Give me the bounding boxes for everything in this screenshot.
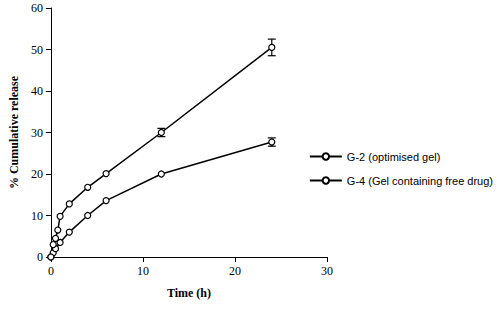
svg-text:40: 40: [31, 84, 43, 98]
svg-text:Time (h): Time (h): [167, 286, 211, 300]
svg-text:30: 30: [321, 264, 333, 278]
svg-text:0: 0: [37, 250, 43, 264]
svg-text:G-2 (optimised gel): G-2 (optimised gel): [347, 151, 441, 163]
svg-text:50: 50: [31, 43, 43, 57]
svg-text:20: 20: [229, 264, 241, 278]
svg-text:30: 30: [31, 126, 43, 140]
svg-text:60: 60: [31, 1, 43, 15]
svg-text:0: 0: [48, 264, 54, 278]
svg-text:10: 10: [31, 209, 43, 223]
svg-text:20: 20: [31, 167, 43, 181]
svg-text:G-4 (Gel containing free drug): G-4 (Gel containing free drug): [347, 175, 493, 187]
svg-text:% Cumulative release: % Cumulative release: [7, 75, 21, 189]
svg-text:10: 10: [137, 264, 149, 278]
